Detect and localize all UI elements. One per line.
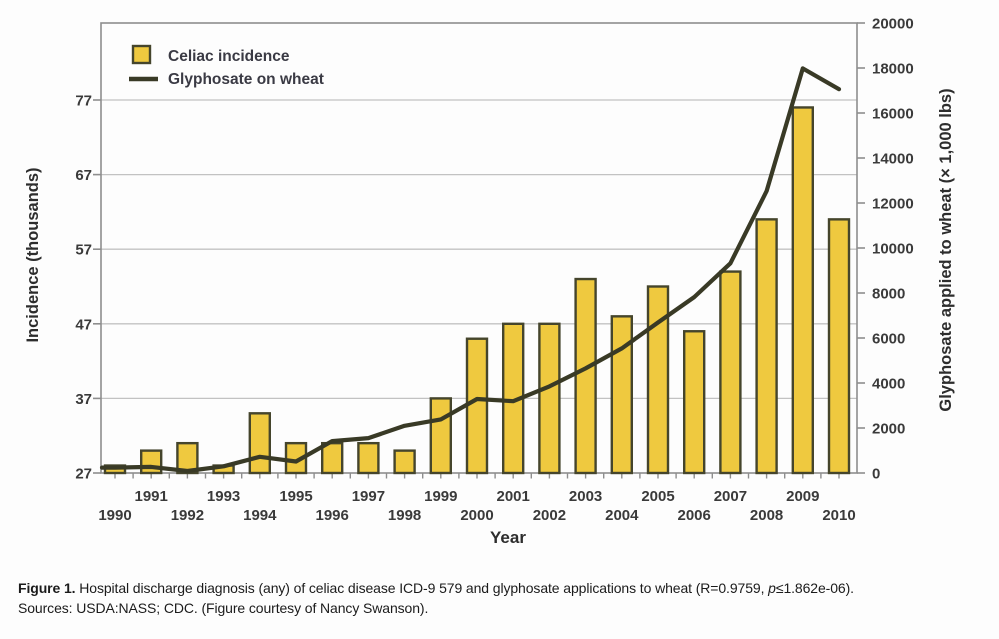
right-axis-title: Glyphosate applied to wheat (× 1,000 lbs… <box>937 88 955 411</box>
bar-1994 <box>248 412 272 475</box>
bar-2005 <box>646 285 670 475</box>
left-tick-label-27: 27 <box>75 466 92 483</box>
x-tick-label-1996: 1996 <box>316 507 349 524</box>
x-tick-label-2001: 2001 <box>497 488 530 505</box>
line-series-layer <box>99 66 842 474</box>
axis-ticks-layer <box>93 22 865 479</box>
x-tick-label-1993: 1993 <box>207 488 240 505</box>
x-tick-label-2010: 2010 <box>822 507 855 524</box>
caption-line-1: Figure 1. Hospital discharge diagnosis (… <box>18 578 989 598</box>
legend-label-glyphosate: Glyphosate on wheat <box>168 71 324 88</box>
left-tick-label-67: 67 <box>75 167 92 184</box>
x-tick-label-1995: 1995 <box>279 488 312 505</box>
right-tick-label-10000: 10000 <box>872 241 914 258</box>
x-tick-label-2008: 2008 <box>750 507 783 524</box>
left-tick-label-37: 37 <box>75 391 92 408</box>
right-tick-label-4000: 4000 <box>872 376 905 393</box>
caption-stat: ≤1.862e-06). <box>775 580 854 596</box>
right-tick-label-0: 0 <box>872 466 880 483</box>
x-tick-label-1992: 1992 <box>171 507 204 524</box>
legend-bar-swatch <box>131 44 152 65</box>
left-tick-label-47: 47 <box>75 316 92 333</box>
x-tick-label-2000: 2000 <box>460 507 493 524</box>
x-tick-label-2004: 2004 <box>605 507 639 524</box>
right-tick-label-12000: 12000 <box>872 196 914 213</box>
right-tick-label-20000: 20000 <box>872 16 914 33</box>
x-tick-label-2003: 2003 <box>569 488 602 505</box>
x-tick-label-2002: 2002 <box>533 507 566 524</box>
legend-label-celiac: Celiac incidence <box>168 48 290 65</box>
bar-2008 <box>755 218 778 475</box>
bar-1998 <box>393 449 416 475</box>
caption-p-italic: p <box>768 580 776 596</box>
x-tick-label-2009: 2009 <box>786 488 819 505</box>
x-tick-label-2007: 2007 <box>714 488 747 505</box>
left-axis-title: Incidence (thousands) <box>24 167 42 342</box>
bar-2010 <box>827 218 851 475</box>
legend: Celiac incidence Glyphosate on wheat <box>129 44 324 88</box>
right-tick-label-18000: 18000 <box>872 61 914 78</box>
right-tick-label-14000: 14000 <box>872 151 914 168</box>
x-tick-label-2005: 2005 <box>641 488 674 505</box>
caption-figure-label: Figure 1. <box>18 580 76 596</box>
bar-series-layer <box>103 106 851 475</box>
bar-2002 <box>538 322 561 475</box>
right-tick-label-16000: 16000 <box>872 106 914 123</box>
right-tick-label-6000: 6000 <box>872 331 905 348</box>
left-tick-label-57: 57 <box>75 242 92 259</box>
x-tick-label-1994: 1994 <box>243 507 277 524</box>
caption-sources: Sources: USDA:NASS; CDC. (Figure courtes… <box>18 600 429 617</box>
x-tick-label-1998: 1998 <box>388 507 421 524</box>
bar-2009 <box>791 106 814 475</box>
right-tick-label-8000: 8000 <box>872 286 905 303</box>
x-tick-label-1997: 1997 <box>352 488 385 505</box>
celiac-glyphosate-chart: 27 37 47 57 67 77 0 2000 4000 6000 8000 10000 12000 1… <box>24 16 955 548</box>
x-tick-label-1999: 1999 <box>424 488 457 505</box>
bar-1999 <box>429 397 452 475</box>
bar-1996 <box>321 441 344 475</box>
x-tick-label-2006: 2006 <box>678 507 711 524</box>
bar-1997 <box>357 441 380 475</box>
right-tick-label-2000: 2000 <box>872 421 905 438</box>
x-tick-label-1991: 1991 <box>135 488 168 505</box>
tick-labels-layer: 27 37 47 57 67 77 0 2000 4000 6000 8000 10000 12000 1… <box>75 16 913 525</box>
x-tick-label-1990: 1990 <box>98 507 131 524</box>
figure-caption: Figure 1. Hospital discharge diagnosis (… <box>18 578 989 619</box>
glyphosate-line <box>99 66 842 474</box>
caption-text: Hospital discharge diagnosis (any) of ce… <box>75 580 769 596</box>
left-tick-label-77: 77 <box>75 93 92 110</box>
bar-2000 <box>465 337 489 475</box>
bar-2007 <box>719 270 742 475</box>
bar-2003 <box>574 277 597 475</box>
bar-2006 <box>683 330 706 475</box>
bar-2004 <box>610 315 633 475</box>
x-axis-title: Year <box>490 528 526 547</box>
